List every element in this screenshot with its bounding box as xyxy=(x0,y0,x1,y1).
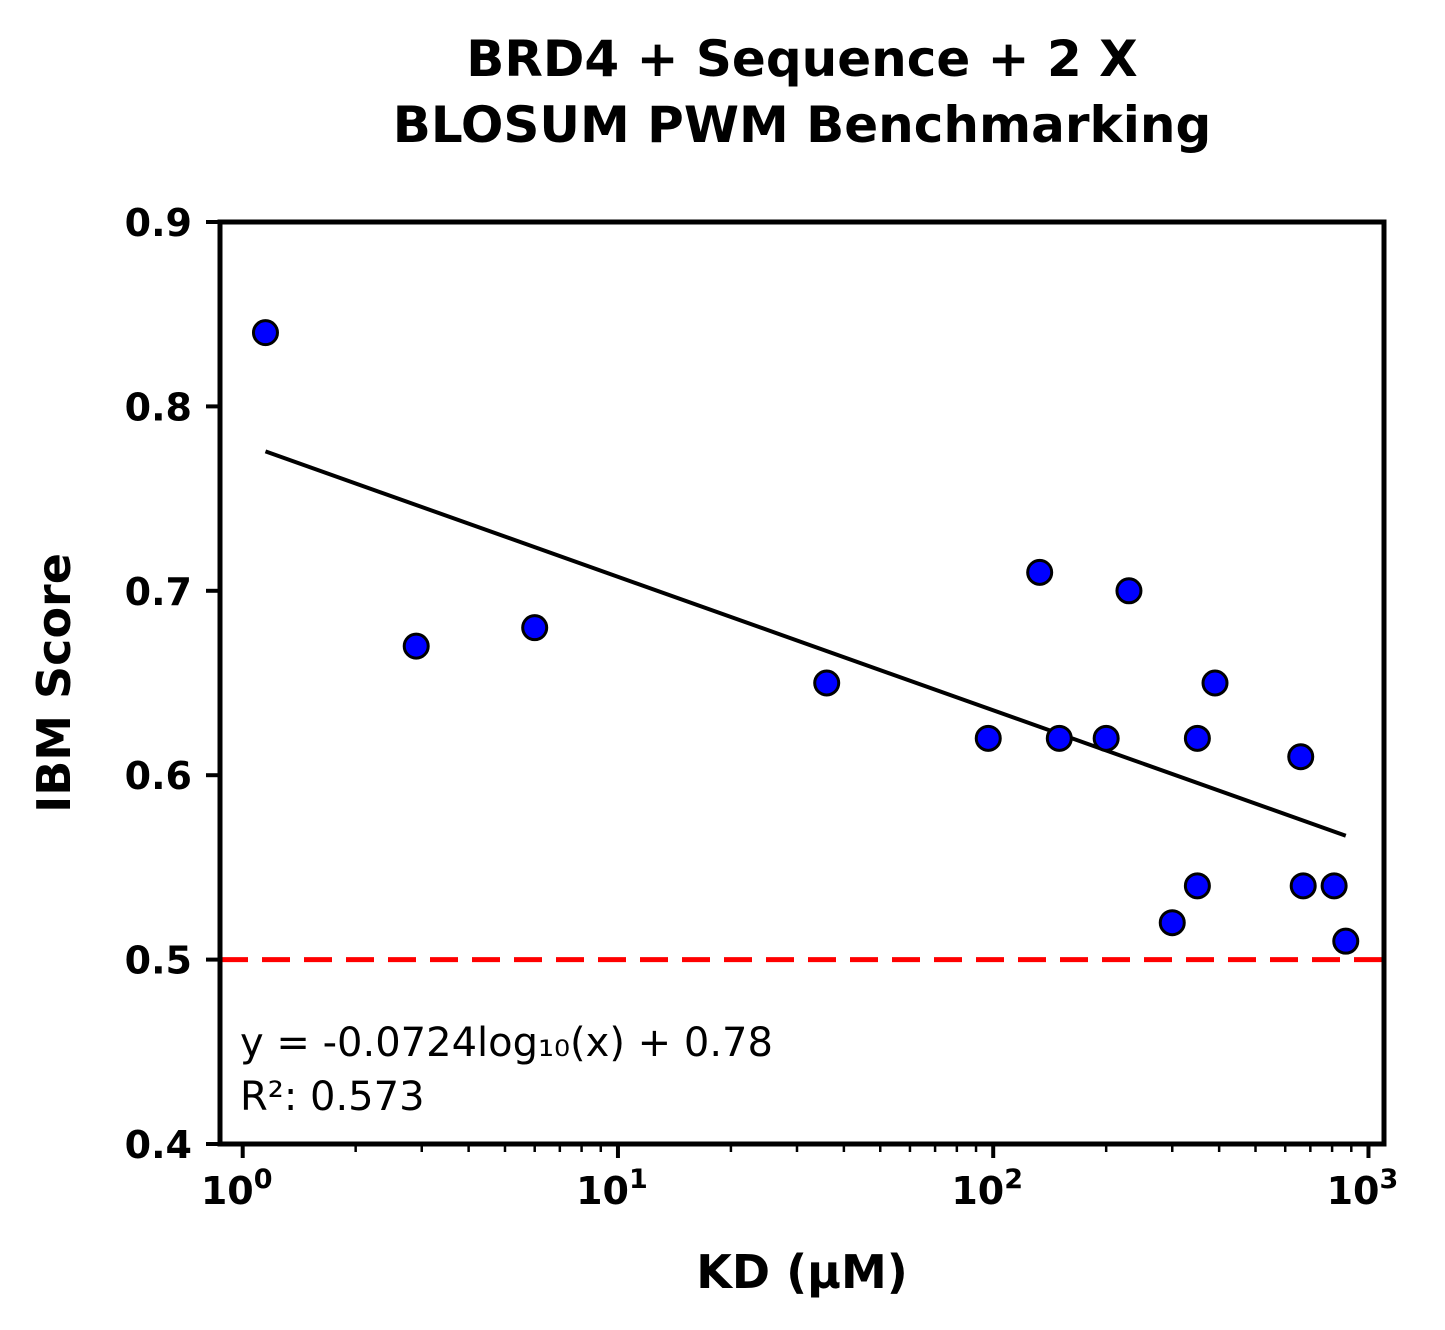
y-tick-label-1: 0.5 xyxy=(125,939,192,983)
y-tick-label-0: 0.4 xyxy=(125,1123,192,1167)
y-tick-label-4: 0.8 xyxy=(125,385,192,429)
y-tick-label-3: 0.7 xyxy=(125,570,192,614)
fit-equation-annotation: y = -0.0724log₁₀(x) + 0.78 xyxy=(240,1020,773,1066)
data-point-12 xyxy=(1201,669,1229,697)
y-tick-label-2: 0.6 xyxy=(125,754,192,798)
data-point-15 xyxy=(1320,872,1348,900)
x-tick-label-0: 100 xyxy=(201,1164,273,1213)
y-axis-label: IBM Score xyxy=(27,553,81,813)
data-point-11 xyxy=(1183,872,1211,900)
fit-line xyxy=(264,449,1347,838)
data-point-5 xyxy=(1026,558,1054,586)
data-point-7 xyxy=(1092,724,1120,752)
data-point-3 xyxy=(813,669,841,697)
x-tick-label-1: 101 xyxy=(576,1164,648,1213)
x-tick-label-3: 103 xyxy=(1327,1164,1399,1213)
data-point-2 xyxy=(521,614,549,642)
data-point-13 xyxy=(1287,743,1315,771)
y-tick-label-5: 0.9 xyxy=(125,201,192,245)
axis-ticks: 0.4 0.5 0.6 0.7 0.8 0.9 100 101 102 103 xyxy=(125,201,1399,1213)
data-point-1 xyxy=(402,632,430,660)
chart-title-line-1: BRD4 + Sequence + 2 X xyxy=(466,30,1137,88)
plot-area xyxy=(220,319,1384,963)
plot-frame xyxy=(217,219,1387,1147)
data-point-16 xyxy=(1332,927,1360,955)
x-tick-label-2: 102 xyxy=(951,1164,1023,1213)
r-squared-annotation: R²: 0.573 xyxy=(240,1074,425,1120)
data-point-9 xyxy=(1158,909,1186,937)
data-point-14 xyxy=(1289,872,1317,900)
data-point-0 xyxy=(251,319,279,347)
data-point-10 xyxy=(1183,724,1211,752)
x-axis-label: KD (µM) xyxy=(696,1245,908,1299)
data-point-6 xyxy=(1045,724,1073,752)
data-point-8 xyxy=(1115,577,1143,605)
data-point-4 xyxy=(974,724,1002,752)
chart-title-line-2: BLOSUM PWM Benchmarking xyxy=(393,96,1212,154)
